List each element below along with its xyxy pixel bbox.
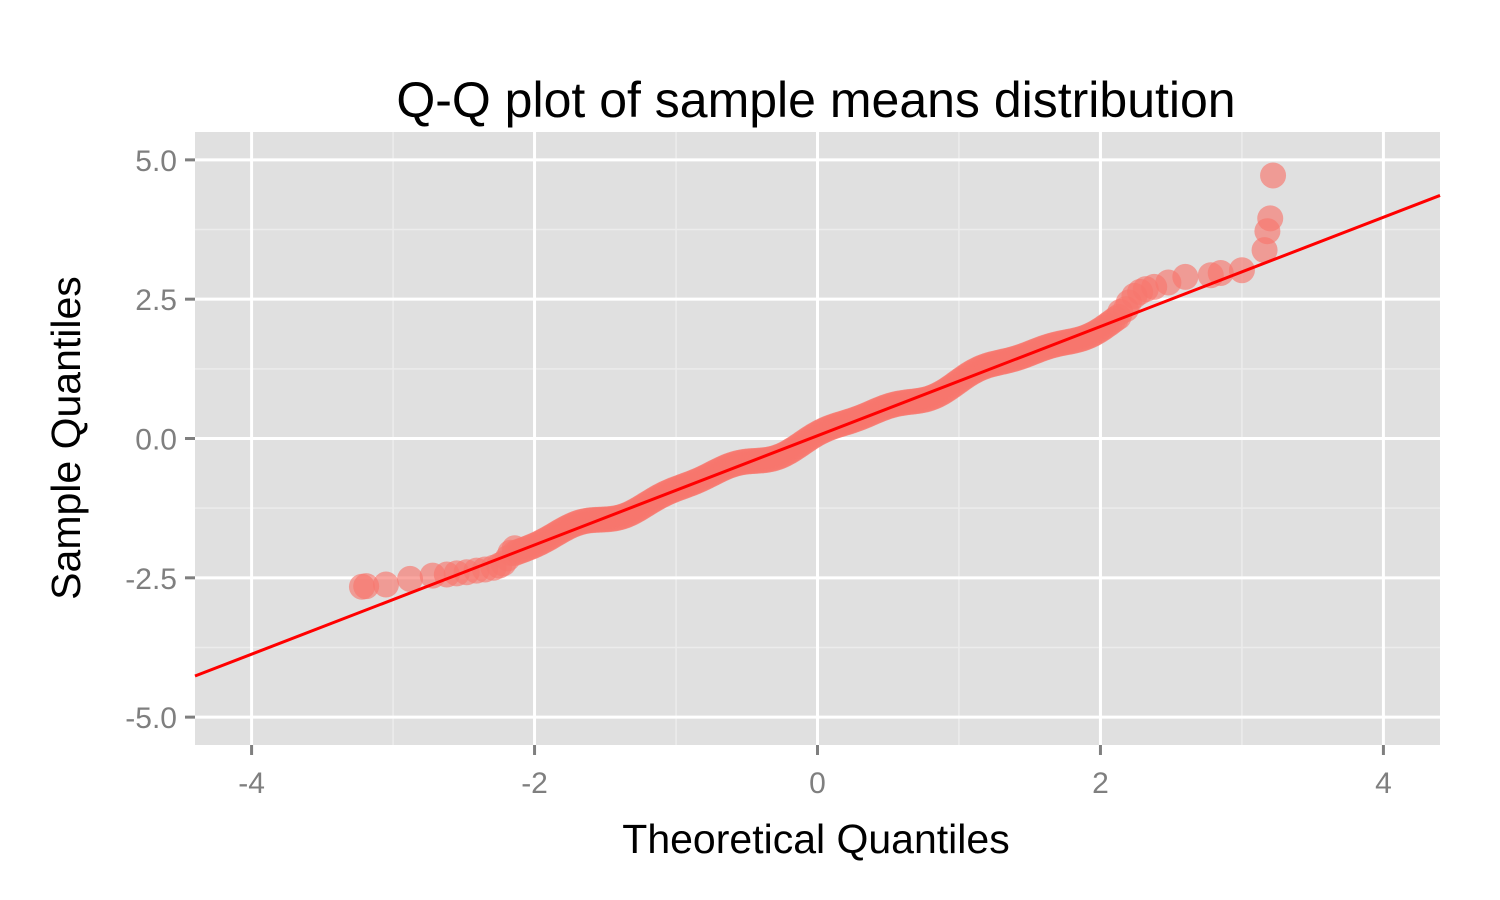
y-tick-label: 0.0 (135, 424, 177, 457)
data-point (397, 565, 424, 592)
data-point (372, 571, 399, 598)
reference-line (194, 194, 1441, 678)
data-point (1228, 257, 1255, 284)
x-tick-label: 4 (1375, 767, 1392, 800)
y-tick-label: -2.5 (125, 563, 177, 596)
x-tick-label: -2 (521, 767, 548, 800)
data-point (353, 573, 380, 600)
y-axis-ticks: -5.0 -2.5 0.0 2.5 5.0 (125, 145, 195, 735)
x-tick-label: 2 (1092, 767, 1109, 800)
x-axis-title: Theoretical Quantiles (622, 816, 1009, 862)
y-tick-label: -5.0 (125, 702, 177, 735)
x-tick-label: -4 (238, 767, 265, 800)
x-axis-ticks: -4 -2 0 2 4 (238, 745, 1392, 800)
data-point (1107, 298, 1134, 325)
y-tick-label: 5.0 (135, 145, 177, 178)
y-tick-label: 2.5 (135, 284, 177, 317)
data-point (1251, 237, 1278, 264)
y-axis-title: Sample Quantiles (43, 276, 89, 600)
data-point (1260, 162, 1287, 189)
x-tick-label: 0 (809, 767, 826, 800)
chart-title: Q-Q plot of sample means distribution (396, 72, 1235, 128)
